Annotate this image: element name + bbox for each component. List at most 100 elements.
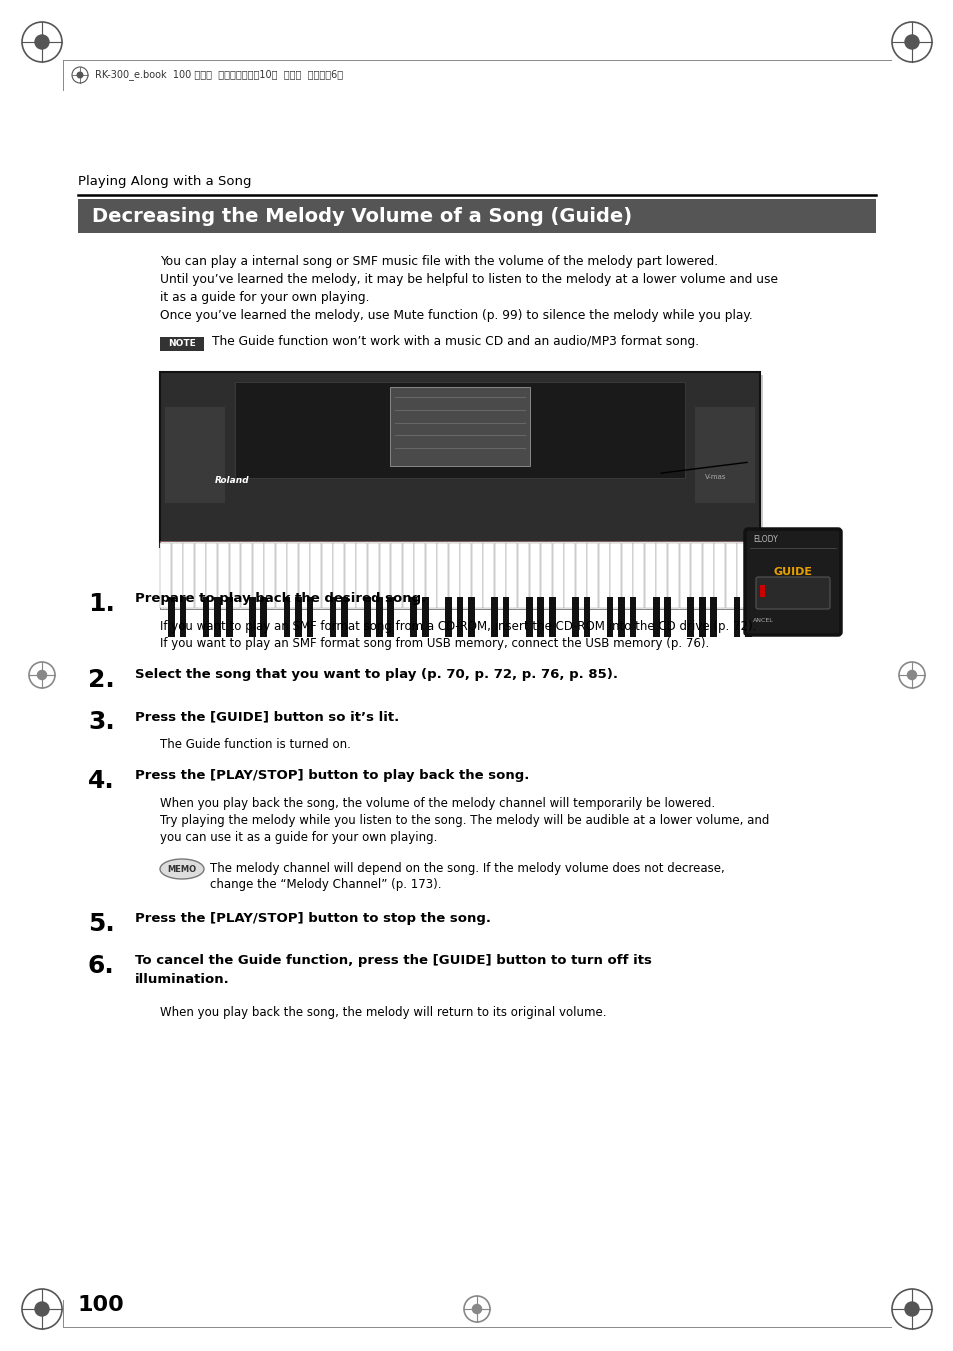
Bar: [701, 543, 713, 608]
Text: You can play a internal song or SMF music file with the volume of the melody par: You can play a internal song or SMF musi…: [160, 255, 718, 267]
Text: To cancel the Guide function, press the [GUIDE] button to turn off its: To cancel the Guide function, press the …: [135, 954, 651, 967]
Text: If you want to play an SMF format song from a CD-ROM, insert the CD-ROM into the: If you want to play an SMF format song f…: [160, 620, 756, 634]
Bar: [168, 597, 174, 636]
Bar: [495, 543, 505, 608]
Bar: [468, 597, 475, 636]
Bar: [321, 543, 333, 608]
Text: The Guide function is turned on.: The Guide function is turned on.: [160, 738, 351, 751]
Bar: [529, 543, 540, 608]
Text: Roland: Roland: [214, 476, 250, 485]
Text: 5.: 5.: [88, 912, 114, 936]
Text: Decreasing the Melody Volume of a Song (Guide): Decreasing the Melody Volume of a Song (…: [91, 207, 632, 226]
Bar: [456, 597, 463, 636]
Text: Once you’ve learned the melody, use Mute function (p. 99) to silence the melody : Once you’ve learned the melody, use Mute…: [160, 309, 752, 322]
Bar: [525, 597, 532, 636]
Bar: [725, 543, 736, 608]
Bar: [548, 597, 555, 636]
Text: When you play back the song, the melody will return to its original volume.: When you play back the song, the melody …: [160, 1006, 606, 1019]
Bar: [445, 597, 452, 636]
Bar: [356, 543, 367, 608]
Circle shape: [77, 72, 83, 78]
Bar: [663, 597, 670, 636]
Text: 3.: 3.: [88, 711, 114, 734]
Bar: [163, 376, 762, 550]
Bar: [368, 543, 378, 608]
Bar: [760, 585, 764, 597]
Bar: [226, 597, 233, 636]
Text: V-mas: V-mas: [704, 474, 726, 480]
Ellipse shape: [160, 859, 204, 880]
Text: Prepare to play back the desired song.: Prepare to play back the desired song.: [135, 592, 426, 605]
Bar: [179, 597, 186, 636]
Bar: [575, 543, 586, 608]
Bar: [414, 543, 425, 608]
Bar: [391, 543, 401, 608]
Bar: [610, 543, 620, 608]
Bar: [214, 597, 221, 636]
Bar: [183, 543, 194, 608]
Text: Try playing the melody while you listen to the song. The melody will be audible : Try playing the melody while you listen …: [160, 815, 768, 827]
Text: Press the [GUIDE] button so it’s lit.: Press the [GUIDE] button so it’s lit.: [135, 711, 399, 723]
Bar: [203, 597, 210, 636]
Bar: [410, 597, 416, 636]
Text: it as a guide for your own playing.: it as a guide for your own playing.: [160, 290, 369, 304]
Circle shape: [37, 670, 47, 680]
Bar: [375, 597, 382, 636]
Text: Press the [PLAY/STOP] button to stop the song.: Press the [PLAY/STOP] button to stop the…: [135, 912, 491, 925]
Bar: [618, 597, 624, 636]
Circle shape: [35, 35, 49, 49]
Bar: [78, 199, 875, 232]
Bar: [218, 543, 229, 608]
Text: Playing Along with a Song: Playing Along with a Song: [78, 176, 252, 188]
Bar: [687, 597, 694, 636]
Text: Until you’ve learned the melody, it may be helpful to listen to the melody at a : Until you’ve learned the melody, it may …: [160, 273, 778, 286]
Bar: [387, 597, 394, 636]
Text: Press the [PLAY/STOP] button to play back the song.: Press the [PLAY/STOP] button to play bac…: [135, 769, 529, 782]
Bar: [230, 543, 240, 608]
Bar: [425, 543, 436, 608]
Bar: [744, 597, 751, 636]
Circle shape: [904, 1302, 918, 1316]
Bar: [260, 597, 267, 636]
Circle shape: [904, 35, 918, 49]
Bar: [241, 543, 252, 608]
Text: RK-300_e.book  100 ページ  ２００８年９月10日  水曜日  午後４晎6分: RK-300_e.book 100 ページ ２００８年９月10日 水曜日 午後４…: [95, 69, 343, 81]
Bar: [621, 543, 632, 608]
Bar: [172, 543, 183, 608]
Bar: [517, 543, 528, 608]
Bar: [402, 543, 413, 608]
Bar: [690, 543, 701, 608]
Bar: [287, 543, 298, 608]
Bar: [502, 597, 509, 636]
Bar: [298, 543, 310, 608]
Bar: [583, 597, 590, 636]
Text: MEMO: MEMO: [168, 865, 196, 874]
Text: 100: 100: [78, 1296, 125, 1315]
Bar: [341, 597, 348, 636]
Circle shape: [472, 1305, 481, 1313]
Bar: [379, 543, 390, 608]
Text: illumination.: illumination.: [135, 973, 230, 986]
Text: change the “Melody Channel” (p. 173).: change the “Melody Channel” (p. 173).: [210, 878, 441, 892]
Bar: [491, 597, 497, 636]
Text: The melody channel will depend on the song. If the melody volume does not decrea: The melody channel will depend on the so…: [210, 862, 724, 875]
Bar: [160, 540, 760, 544]
Text: you can use it as a guide for your own playing.: you can use it as a guide for your own p…: [160, 831, 436, 844]
Bar: [194, 543, 206, 608]
Bar: [710, 597, 717, 636]
Text: If you want to play an SMF format song from USB memory, connect the USB memory (: If you want to play an SMF format song f…: [160, 638, 708, 650]
Text: 4.: 4.: [88, 769, 114, 793]
Text: The Guide function won’t work with a music CD and an audio/MP3 format song.: The Guide function won’t work with a mus…: [212, 335, 699, 347]
Bar: [656, 543, 667, 608]
Bar: [629, 597, 636, 636]
Bar: [330, 597, 336, 636]
Bar: [160, 543, 171, 608]
Bar: [333, 543, 344, 608]
Bar: [483, 543, 494, 608]
Text: 1.: 1.: [88, 592, 114, 616]
Bar: [364, 597, 371, 636]
Circle shape: [35, 1302, 49, 1316]
Bar: [234, 382, 684, 478]
Circle shape: [906, 670, 916, 680]
Bar: [598, 543, 609, 608]
